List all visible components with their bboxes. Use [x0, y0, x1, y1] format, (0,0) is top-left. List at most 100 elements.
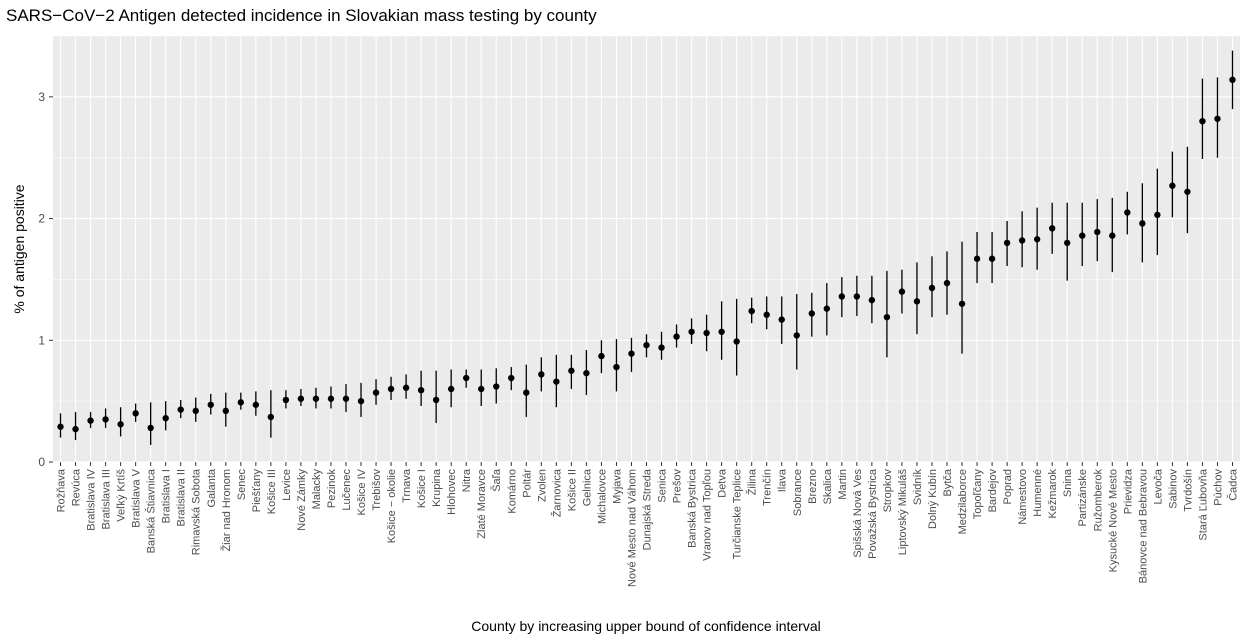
x-tick-label: Rožňava [56, 468, 68, 512]
x-tick-label: Humenné [1032, 469, 1044, 517]
data-point [973, 255, 981, 262]
x-tick-label: Nové Mesto nad Váhom [626, 469, 638, 587]
x-tick-label: Tvrdošín [1182, 469, 1194, 512]
x-tick-label: Levice [281, 469, 293, 501]
data-point [553, 378, 560, 385]
data-point [1079, 232, 1086, 239]
x-tick-label: Čadca [1226, 468, 1239, 501]
x-tick-label: Žilina [746, 468, 759, 495]
x-tick-label: Košice I [416, 469, 428, 508]
x-tick-label: Senec [236, 469, 248, 501]
data-point [1184, 188, 1191, 195]
x-tick-label: Veľký Krtíš [116, 469, 128, 522]
data-point [823, 305, 831, 312]
x-tick-label: Medzilaborce [957, 469, 969, 534]
data-point [1229, 76, 1236, 84]
x-tick-label: Stará Ľubovňa [1197, 468, 1209, 540]
data-point [853, 293, 861, 300]
data-point [1199, 118, 1206, 125]
x-tick-label: Michalovce [596, 469, 608, 524]
x-tick-label: Trenčín [762, 469, 774, 506]
x-tick-label: Košice − okolie [386, 469, 398, 543]
data-point [613, 363, 620, 371]
data-point [658, 344, 665, 351]
data-point [222, 407, 229, 415]
x-tick-label: Bytča [942, 468, 954, 496]
data-point [417, 386, 425, 394]
x-tick-label: Rimavská Sobota [191, 468, 203, 555]
x-tick-label: Malacky [311, 469, 323, 510]
x-tick-label: Spišská Nová Ves [852, 469, 864, 558]
x-tick-label: Turčianske Teplice [732, 469, 744, 560]
x-tick-label: Bardejov [987, 469, 999, 513]
x-tick-label: Bratislava II [176, 469, 188, 526]
data-point [462, 374, 470, 382]
x-tick-label: Ružomberok [1092, 469, 1104, 532]
data-point [478, 385, 485, 393]
x-tick-label: Zlaté Moravce [476, 469, 488, 539]
data-point [447, 385, 455, 393]
data-point [538, 371, 545, 378]
y-tick-label: 2 [38, 212, 45, 226]
data-marks [57, 50, 1236, 445]
data-point [87, 417, 94, 424]
data-point [1214, 115, 1221, 122]
x-tick-label: Myjava [611, 468, 623, 504]
x-tick-label: Dolný Kubín [927, 469, 939, 529]
data-point [252, 401, 260, 408]
data-point [748, 307, 755, 315]
data-point [838, 293, 846, 300]
x-tick-label: Brezno [807, 469, 819, 504]
data-point [763, 311, 770, 318]
data-point [808, 310, 815, 317]
x-tick-label: Levoča [1152, 468, 1164, 504]
data-point [898, 288, 906, 295]
x-tick-label: Námestovo [1017, 469, 1029, 525]
data-point [297, 395, 305, 402]
x-tick-label: Stropkov [882, 469, 894, 513]
data-point [1154, 211, 1161, 219]
data-point [508, 374, 515, 382]
data-point [928, 284, 936, 292]
x-tick-label: Gelnica [581, 468, 593, 506]
data-point [342, 395, 350, 402]
data-point [493, 383, 500, 390]
x-tick-label: Ilava [777, 468, 789, 492]
data-point [402, 384, 410, 391]
x-tick-label: Púchov [1212, 469, 1224, 506]
x-tick-label: Lučenec [341, 469, 353, 511]
x-tick-label: Žiar nad Hronom [220, 469, 233, 552]
y-axis-title: % of antigen positive [11, 184, 27, 313]
y-tick-label: 1 [38, 333, 45, 347]
x-tick-label: Skalica [822, 468, 834, 504]
x-tick-label: Galanta [206, 468, 218, 507]
data-point [1033, 236, 1041, 243]
x-tick-label: Revúca [71, 468, 83, 506]
data-point [688, 328, 695, 335]
y-tick-label: 0 [38, 455, 45, 469]
data-point [177, 406, 184, 413]
data-point [868, 296, 876, 304]
data-point [1124, 209, 1131, 216]
x-tick-label: Bratislava V [131, 468, 143, 527]
x-tick-label: Nitra [461, 468, 473, 492]
data-point [913, 298, 921, 305]
data-point [387, 385, 395, 393]
x-tick-label: Bánovce nad Bebravou [1137, 469, 1149, 583]
x-tick-label: Banská Štiavnica [145, 468, 158, 553]
data-point [357, 397, 365, 405]
x-tick-label: Pezinok [326, 469, 338, 509]
x-tick-label: Komárno [506, 469, 518, 514]
data-point [1094, 228, 1101, 236]
data-point [432, 396, 440, 404]
x-tick-label: Žarnovica [550, 468, 563, 517]
x-tick-label: Košice IV [356, 468, 368, 515]
data-point [703, 329, 710, 337]
data-point [147, 424, 154, 432]
x-tick-label: Poltár [521, 469, 533, 498]
data-point [162, 414, 169, 422]
data-point [793, 332, 800, 339]
y-tick-label: 3 [38, 90, 45, 104]
data-point [1139, 220, 1146, 227]
data-point [72, 425, 79, 433]
